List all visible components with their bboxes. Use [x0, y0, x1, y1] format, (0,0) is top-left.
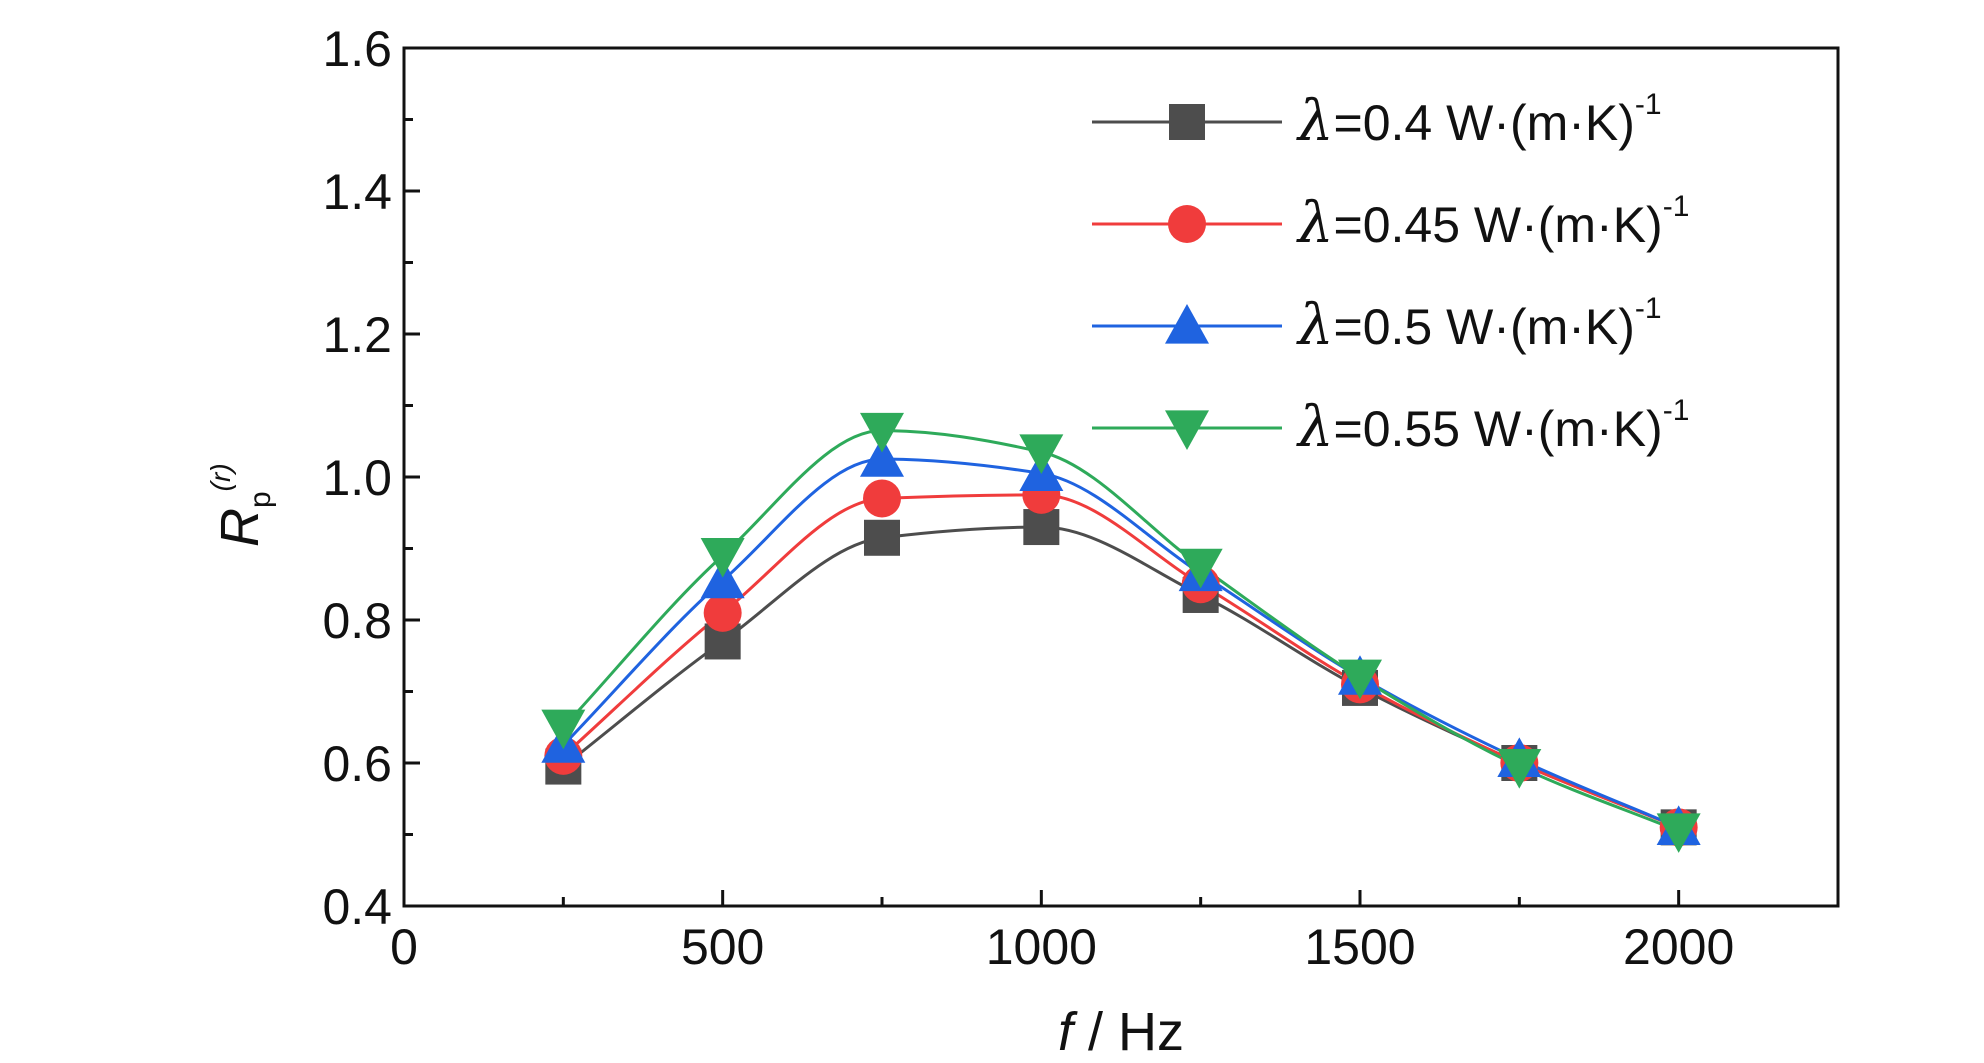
data-point-series-4 — [860, 412, 904, 453]
data-point-series-4 — [1019, 434, 1064, 474]
legend-marker-2 — [1168, 205, 1206, 243]
y-axis-var: R — [210, 508, 270, 547]
legend-lambda-symbol: λ — [1296, 191, 1334, 256]
x-tick-label: 1000 — [986, 919, 1097, 975]
axis-ticks — [402, 46, 1840, 908]
legend-label-main: =0.55 W·(m·K) — [1334, 401, 1663, 457]
x-tick-label: 0 — [390, 919, 418, 975]
y-axis-title: Rp (r) — [205, 463, 277, 547]
x-tick-label: 500 — [681, 919, 764, 975]
data-point-series-4 — [1497, 748, 1542, 789]
legend: λ=0.4 W·(m·K)-1λ=0.45 W·(m·K)-1λ=0.5 W·(… — [1092, 88, 1689, 460]
x-axis-unit: / Hz — [1073, 1002, 1184, 1062]
y-axis-superscript: (r) — [205, 463, 236, 491]
legend-label-2: λ=0.45 W·(m·K)-1 — [1296, 190, 1689, 256]
x-axis-title: f / Hz — [1058, 1002, 1184, 1062]
legend-label-superscript: -1 — [1663, 394, 1690, 427]
legend-label-superscript: -1 — [1663, 190, 1690, 223]
y-tick-label: 0.8 — [322, 593, 392, 649]
legend-marker-4 — [1165, 410, 1209, 450]
y-tick-label: 0.6 — [322, 736, 392, 792]
legend-label-4: λ=0.55 W·(m·K)-1 — [1296, 394, 1689, 460]
y-tick-label: 1.2 — [322, 307, 392, 363]
legend-lambda-symbol: λ — [1296, 395, 1334, 460]
data-point-series-3 — [700, 558, 745, 599]
plot-frame — [402, 46, 1840, 908]
legend-label-main: =0.5 W·(m·K) — [1334, 299, 1635, 355]
data-point-series-4 — [1656, 813, 1701, 853]
y-axis-subscript: p — [244, 491, 277, 508]
data-point-series-4 — [541, 709, 586, 750]
legend-marker-1 — [1169, 104, 1205, 140]
data-point-series-4 — [700, 538, 745, 578]
x-tick-labels: 0 500 1000 1500 2000 — [390, 919, 1734, 975]
y-tick-label: 1.4 — [322, 164, 392, 220]
y-tick-labels: 0.4 0.6 0.8 1.0 1.2 1.4 1.6 — [322, 21, 392, 935]
x-tick-label: 1500 — [1304, 919, 1415, 975]
y-tick-label: 1.0 — [322, 450, 392, 506]
data-point-series-1 — [1023, 509, 1060, 546]
data-point-series-2 — [703, 593, 742, 632]
x-tick-label: 2000 — [1623, 919, 1734, 975]
legend-label-superscript: -1 — [1635, 88, 1662, 121]
series-markers — [541, 412, 1701, 853]
legend-label-main: =0.45 W·(m·K) — [1334, 197, 1663, 253]
legend-lambda-symbol: λ — [1296, 89, 1334, 154]
legend-lambda-symbol: λ — [1296, 293, 1334, 358]
legend-marker-3 — [1165, 304, 1209, 344]
legend-label-main: =0.4 W·(m·K) — [1334, 95, 1635, 151]
data-point-series-3 — [860, 437, 904, 477]
y-tick-label: 1.6 — [322, 21, 392, 77]
x-axis-var: f — [1058, 1002, 1078, 1062]
data-point-series-4 — [1178, 548, 1223, 589]
legend-label-superscript: -1 — [1635, 292, 1662, 325]
legend-label-3: λ=0.5 W·(m·K)-1 — [1296, 292, 1662, 358]
data-point-series-1 — [864, 519, 900, 556]
data-point-series-2 — [863, 479, 901, 518]
data-point-series-4 — [1338, 659, 1382, 700]
legend-label-1: λ=0.4 W·(m·K)-1 — [1296, 88, 1662, 154]
y-tick-label: 0.4 — [322, 879, 392, 935]
